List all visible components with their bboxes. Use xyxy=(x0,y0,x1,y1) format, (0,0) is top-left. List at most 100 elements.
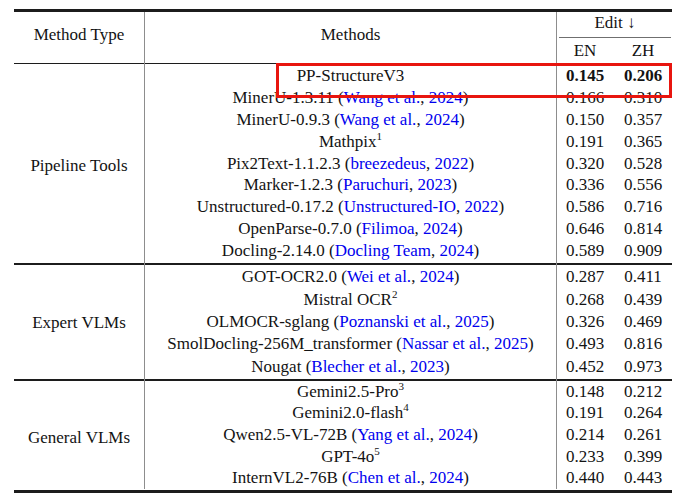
citation-link[interactable]: breezedeus xyxy=(350,154,426,173)
table-row: PP-StructureV30.1450.206 xyxy=(0,65,683,87)
edit-en-value: 0.148 xyxy=(556,382,614,402)
citation-year-link[interactable]: 2024 xyxy=(429,468,463,487)
col-header-edit-metric: Edit ↓ xyxy=(559,12,671,33)
edit-en-value: 0.493 xyxy=(556,334,614,354)
table-row: Qwen2.5-VL-72B (Yang et al., 2024)0.2140… xyxy=(0,424,683,446)
edit-en-value: 0.191 xyxy=(556,132,614,152)
method-cell: Pix2Text-1.1.2.3 (breezedeus, 2022) xyxy=(145,154,556,174)
table-row: Mistral OCR20.2680.439 xyxy=(0,288,683,310)
table-row: Mathpix10.1910.365 xyxy=(0,131,683,153)
method-cell: Gemini2.5-Pro3 xyxy=(145,382,556,402)
citation-link[interactable]: Blecher et al. xyxy=(311,357,401,376)
table-bottom-rule xyxy=(14,490,672,493)
section-rows-expert-vlms: GOT-OCR2.0 (Wei et al., 2024)0.2870.411M… xyxy=(0,266,683,378)
footnote-marker: 3 xyxy=(399,380,405,392)
edit-zh-value: 0.365 xyxy=(614,132,672,152)
col-header-methods: Methods xyxy=(145,24,556,45)
citation-link[interactable]: Wang et al. xyxy=(344,88,421,107)
edit-en-value: 0.268 xyxy=(556,290,614,310)
table-row: Unstructured-0.17.2 (Unstructured-IO, 20… xyxy=(0,196,683,218)
table-row: InternVL2-76B (Chen et al., 2024)0.4400.… xyxy=(0,467,683,489)
results-table: Method Type Methods Edit ↓ EN ZH Pipelin… xyxy=(0,0,683,500)
table-row: Gemini2.5-Pro30.1480.212 xyxy=(0,381,683,403)
edit-zh-value: 0.264 xyxy=(614,403,672,423)
citation-year-link[interactable]: 2023 xyxy=(410,357,444,376)
edit-en-value: 0.233 xyxy=(556,447,614,467)
citation-year-link[interactable]: 2022 xyxy=(434,154,468,173)
edit-zh-value: 0.716 xyxy=(614,197,672,217)
citation-link[interactable]: Wang et al. xyxy=(340,110,417,129)
table-row: MinerU-0.9.3 (Wang et al., 2024)0.1500.3… xyxy=(0,109,683,131)
citation-link[interactable]: Wei et al. xyxy=(347,267,411,286)
edit-en-value: 0.336 xyxy=(556,175,614,195)
citation-link[interactable]: Unstructured-IO xyxy=(344,197,456,216)
edit-en-value: 0.150 xyxy=(556,110,614,130)
footnote-marker: 2 xyxy=(392,288,398,300)
method-cell: Gemini2.0-flash4 xyxy=(145,403,556,423)
table-row: Nougat (Blecher et al., 2023)0.4520.973 xyxy=(0,356,683,378)
edit-zh-value: 0.556 xyxy=(614,175,672,195)
citation-year-link[interactable]: 2025 xyxy=(494,334,528,353)
edit-zh-value: 0.411 xyxy=(614,267,672,287)
citation-link[interactable]: Paruchuri xyxy=(343,175,409,194)
citation-link[interactable]: Docling Team xyxy=(335,241,431,260)
footnote-marker: 4 xyxy=(403,402,409,414)
method-cell: GOT-OCR2.0 (Wei et al., 2024) xyxy=(145,267,556,287)
citation-year-link[interactable]: 2023 xyxy=(418,175,452,194)
table-row: SmolDocling-256M_transformer (Nassar et … xyxy=(0,333,683,355)
method-cell: PP-StructureV3 xyxy=(145,66,556,86)
edit-zh-value: 0.310 xyxy=(614,88,672,108)
table-row: OpenParse-0.7.0 (Filimoa, 2024)0.6460.81… xyxy=(0,218,683,240)
edit-en-value: 0.214 xyxy=(556,425,614,445)
method-cell: Nougat (Blecher et al., 2023) xyxy=(145,357,556,377)
table-row: GPT-4o50.2330.399 xyxy=(0,446,683,468)
edit-en-value: 0.320 xyxy=(556,154,614,174)
citation-year-link[interactable]: 2024 xyxy=(438,425,472,444)
edit-zh-value: 0.443 xyxy=(614,468,672,488)
section-rows-general-vlms: Gemini2.5-Pro30.1480.212Gemini2.0-flash4… xyxy=(0,381,683,489)
method-cell: MinerU-0.9.3 (Wang et al., 2024) xyxy=(145,110,556,130)
edit-zh-value: 0.439 xyxy=(614,290,672,310)
citation-year-link[interactable]: 2022 xyxy=(465,197,499,216)
edit-zh-value: 0.973 xyxy=(614,357,672,377)
method-cell: Mathpix1 xyxy=(145,132,556,152)
table-row: Docling-2.14.0 (Docling Team, 2024)0.589… xyxy=(0,240,683,262)
table-header-rule xyxy=(14,63,672,65)
edit-subheader-rule xyxy=(559,37,671,38)
edit-en-value: 0.166 xyxy=(556,88,614,108)
citation-year-link[interactable]: 2024 xyxy=(420,267,454,286)
edit-zh-value: 0.469 xyxy=(614,312,672,332)
citation-year-link[interactable]: 2024 xyxy=(425,110,459,129)
method-cell: GPT-4o5 xyxy=(145,447,556,467)
citation-link[interactable]: Nassar et al. xyxy=(402,334,486,353)
edit-en-value: 0.452 xyxy=(556,357,614,377)
footnote-marker: 5 xyxy=(374,445,380,457)
method-cell: Docling-2.14.0 (Docling Team, 2024) xyxy=(145,241,556,261)
col-header-method-type: Method Type xyxy=(14,24,144,45)
col-header-en: EN xyxy=(556,40,614,61)
edit-en-value: 0.586 xyxy=(556,197,614,217)
citation-link[interactable]: Chen et al. xyxy=(348,468,421,487)
citation-year-link[interactable]: 2025 xyxy=(455,312,489,331)
citation-year-link[interactable]: 2024 xyxy=(439,241,473,260)
edit-zh-value: 0.909 xyxy=(614,241,672,261)
edit-en-value: 0.646 xyxy=(556,219,614,239)
edit-en-value: 0.191 xyxy=(556,403,614,423)
citation-year-link[interactable]: 2024 xyxy=(423,219,457,238)
table-row: Pix2Text-1.1.2.3 (breezedeus, 2022)0.320… xyxy=(0,153,683,175)
edit-zh-value: 0.261 xyxy=(614,425,672,445)
edit-en-value: 0.145 xyxy=(556,66,614,86)
citation-link[interactable]: Yang et al. xyxy=(357,425,429,444)
method-cell: OLMOCR-sglang (Poznanski et al., 2025) xyxy=(145,312,556,332)
citation-link[interactable]: Poznanski et al. xyxy=(339,312,446,331)
method-cell: OpenParse-0.7.0 (Filimoa, 2024) xyxy=(145,219,556,239)
method-cell: Qwen2.5-VL-72B (Yang et al., 2024) xyxy=(145,425,556,445)
table-row: OLMOCR-sglang (Poznanski et al., 2025) 0.… xyxy=(0,311,683,333)
edit-zh-value: 0.814 xyxy=(614,219,672,239)
citation-year-link[interactable]: 2024 xyxy=(429,88,463,107)
table-row: MinerU-1.3.11 (Wang et al., 2024)0.1660.… xyxy=(0,87,683,109)
edit-en-value: 0.589 xyxy=(556,241,614,261)
edit-en-value: 0.440 xyxy=(556,468,614,488)
citation-link[interactable]: Filimoa xyxy=(362,219,415,238)
method-cell: SmolDocling-256M_transformer (Nassar et … xyxy=(145,334,556,354)
